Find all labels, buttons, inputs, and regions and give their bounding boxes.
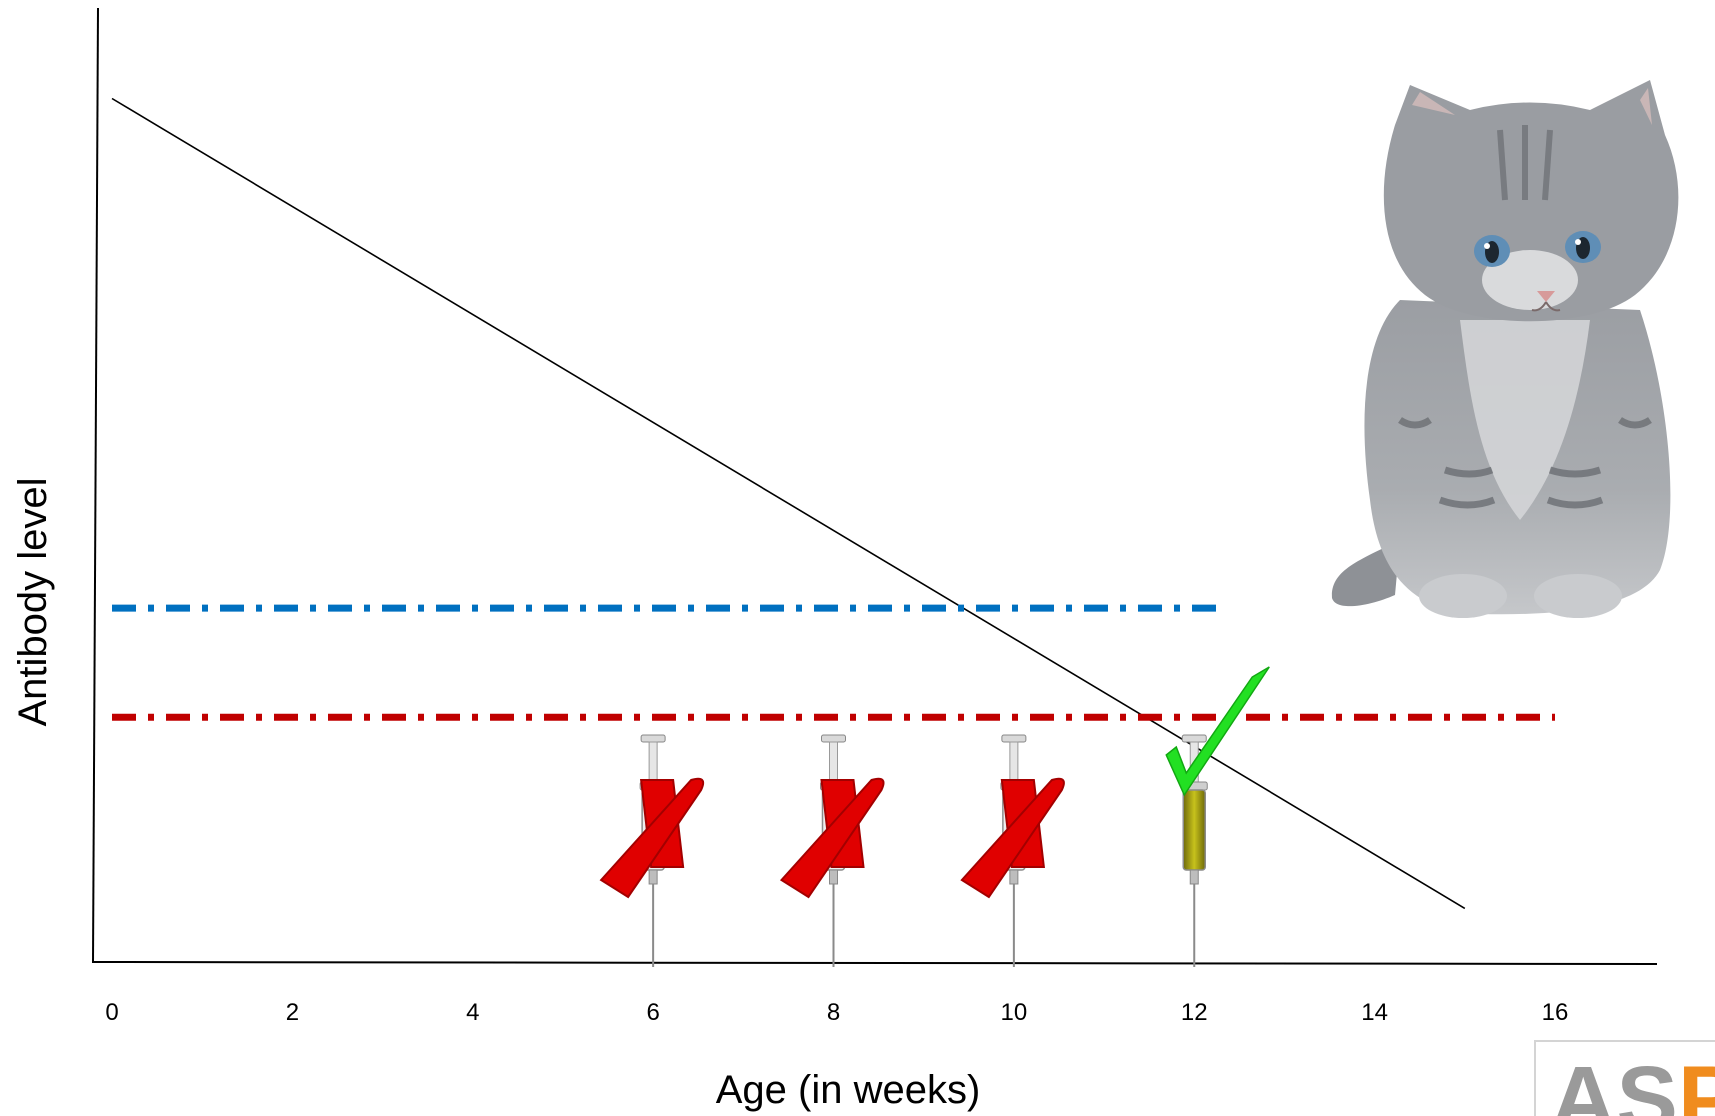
x-mark-icon xyxy=(599,777,705,899)
x-tick-labels: 0 2 4 6 8 10 12 14 16 xyxy=(105,999,1568,1026)
vaccination-check-mark xyxy=(1165,666,1270,967)
y-axis-title: Antibody level xyxy=(11,477,55,726)
x-axis-title: Age (in weeks) xyxy=(716,1068,981,1112)
x-tick-label: 0 xyxy=(105,999,118,1026)
check-mark-icon xyxy=(1165,666,1270,797)
x-tick-label: 10 xyxy=(1001,999,1028,1026)
kitten-photo xyxy=(1331,80,1679,618)
x-tick-label: 6 xyxy=(646,999,659,1026)
x-mark-icon xyxy=(779,777,885,899)
x-tick-label: 2 xyxy=(286,999,299,1026)
x-tick-label: 12 xyxy=(1181,999,1208,1026)
aspca-logo: ASPC xyxy=(1534,1040,1715,1116)
x-axis xyxy=(91,961,1658,965)
x-mark-icon xyxy=(960,777,1065,899)
vaccination-x-mark xyxy=(779,734,885,967)
x-tick-label: 4 xyxy=(466,999,479,1026)
x-tick-label: 14 xyxy=(1361,999,1388,1026)
x-tick-label: 16 xyxy=(1542,999,1569,1026)
series-line-1 xyxy=(111,97,1466,910)
series-lines xyxy=(111,97,1555,910)
vaccination-markers xyxy=(599,666,1270,967)
svg-text:ASPC: ASPC xyxy=(1550,1048,1715,1116)
y-axis xyxy=(92,7,99,963)
vaccination-x-mark xyxy=(960,734,1065,967)
vaccination-x-mark xyxy=(599,734,705,967)
x-tick-label: 8 xyxy=(827,999,840,1026)
